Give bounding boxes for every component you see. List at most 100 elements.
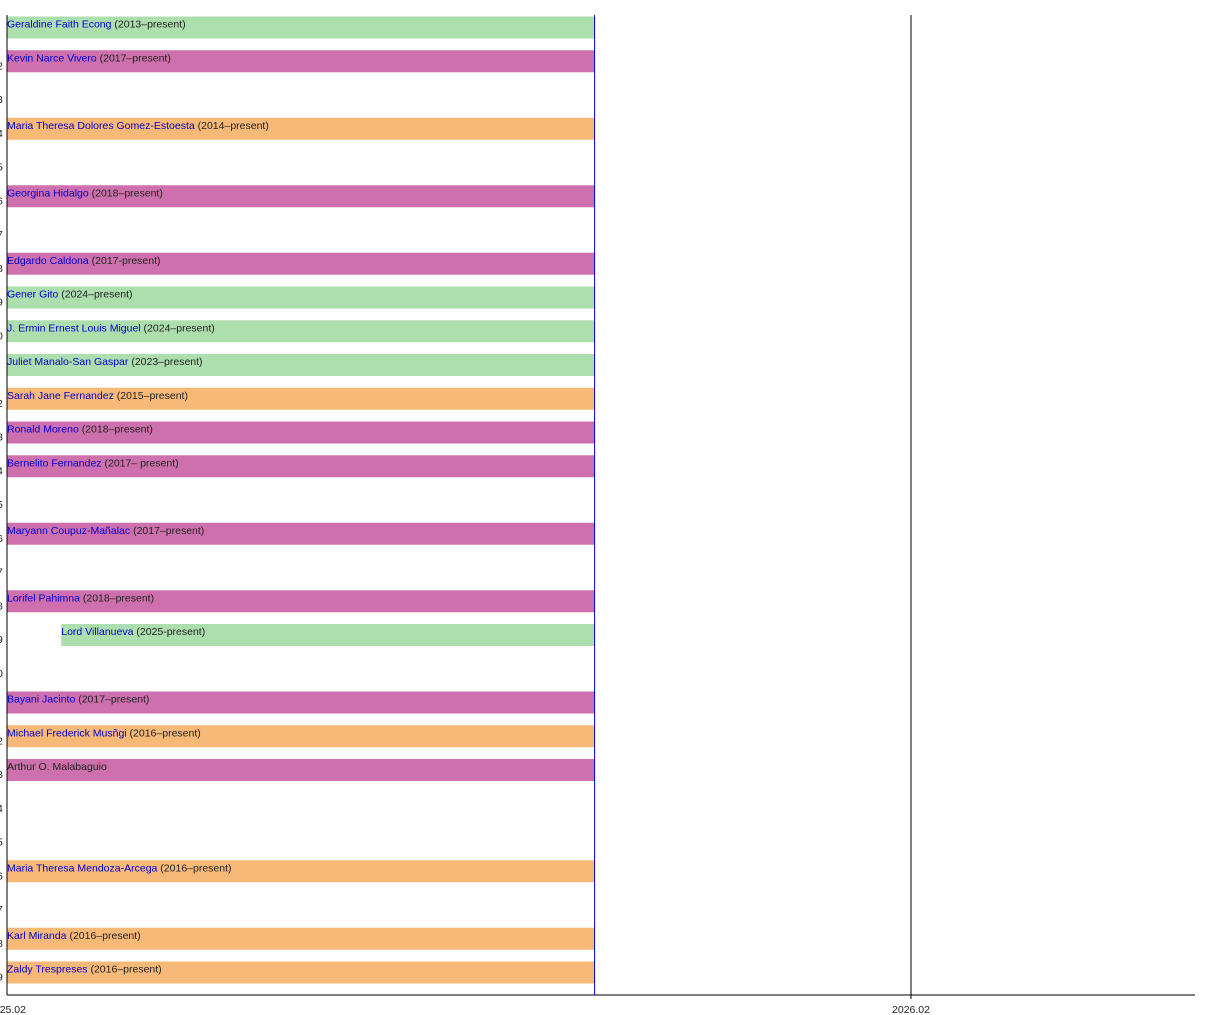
row-label: 6 xyxy=(0,195,3,207)
row-label: 4 xyxy=(0,128,3,140)
bar-label: Ronald Moreno (2018–present) xyxy=(7,424,153,436)
name-link[interactable]: Gener Gito xyxy=(7,289,59,301)
bar-13 xyxy=(7,421,595,444)
term-text: (2018–present) xyxy=(80,592,154,604)
bar-4 xyxy=(7,117,595,140)
row-label: 8 xyxy=(0,600,3,612)
term-text: (2015–present) xyxy=(114,390,188,402)
name-text: Arthur O. Malabaguio xyxy=(7,761,107,773)
name-link[interactable]: Ronald Moreno xyxy=(7,424,79,436)
name-link[interactable]: Bayani Jacinto xyxy=(7,694,75,706)
row-label: 3 xyxy=(0,769,3,781)
bar-label: Gener Gito (2024–present) xyxy=(7,289,133,301)
bar-2 xyxy=(7,50,595,73)
bar-label: Michael Frederick Musñgi (2016–present) xyxy=(7,727,201,739)
row-label: 9 xyxy=(0,634,3,646)
term-text: (2024–present) xyxy=(141,322,215,334)
row-label: 9 xyxy=(0,297,3,309)
term-text: (2014–present) xyxy=(195,120,269,132)
row-label: 2 xyxy=(0,398,3,410)
row-label: 3 xyxy=(0,94,3,106)
name-link[interactable]: Maryann Coupuz-Mañalac xyxy=(7,525,130,537)
name-link[interactable]: Georgina Hidalgo xyxy=(7,187,89,199)
bar-9 xyxy=(7,286,595,309)
name-link[interactable]: Karl Miranda xyxy=(7,930,67,942)
name-link[interactable]: Michael Frederick Musñgi xyxy=(7,727,127,739)
x-tick-label: 2026.02 xyxy=(892,1004,930,1015)
bar-label: Lord Villanueva (2025-present) xyxy=(61,626,205,638)
name-link[interactable]: Lorifel Pahimna xyxy=(7,592,80,604)
row-label: 4 xyxy=(0,465,3,477)
bar-label: Edgardo Caldona (2017-present) xyxy=(7,255,161,267)
bar-label: Kevin Narce Vivero (2017–present) xyxy=(7,52,171,64)
name-link[interactable]: J. Ermin Ernest Louis Miguel xyxy=(7,322,141,334)
bar-1 xyxy=(7,16,595,39)
term-text: (2017– present) xyxy=(102,457,179,469)
bar-label: Bernelito Fernandez (2017– present) xyxy=(7,457,179,469)
bar-12 xyxy=(7,387,595,410)
bar-19 xyxy=(61,624,595,646)
row-label: 0 xyxy=(0,668,3,680)
name-link[interactable]: Maria Theresa Mendoza-Arcega xyxy=(7,862,158,874)
bar-label: Geraldine Faith Econg (2013–present) xyxy=(7,19,186,31)
row-label: 6 xyxy=(0,870,3,882)
row-label: 9 xyxy=(0,972,3,984)
row-label: 0 xyxy=(0,330,3,342)
bar-21 xyxy=(7,691,595,714)
row-label: 7 xyxy=(0,229,3,241)
bar-label: J. Ermin Ernest Louis Miguel (2024–prese… xyxy=(7,322,215,334)
bar-16 xyxy=(7,522,595,545)
row-label: 7 xyxy=(0,904,3,916)
row-label: 5 xyxy=(0,162,3,174)
bar-6 xyxy=(7,185,595,208)
term-text: (2023–present) xyxy=(128,356,202,368)
bar-23 xyxy=(7,759,595,781)
term-text: (2016–present) xyxy=(157,862,231,874)
bar-14 xyxy=(7,455,595,478)
term-text: (2018–present) xyxy=(89,187,163,199)
row-label: 6 xyxy=(0,533,3,545)
bar-label: Maria Theresa Mendoza-Arcega (2016–prese… xyxy=(7,862,232,874)
bar-label: Sarah Jane Fernandez (2015–present) xyxy=(7,390,188,402)
term-text: (2024–present) xyxy=(58,289,132,301)
name-link[interactable]: Sarah Jane Fernandez xyxy=(7,390,114,402)
row-label: 7 xyxy=(0,567,3,579)
term-text: (2017–present) xyxy=(97,52,171,64)
name-link[interactable]: Bernelito Fernandez xyxy=(7,457,102,469)
name-link[interactable]: Geraldine Faith Econg xyxy=(7,19,112,31)
bar-label: Maria Theresa Dolores Gomez-Estoesta (20… xyxy=(7,120,269,132)
term-text: (2018–present) xyxy=(79,424,153,436)
term-text: (2025-present) xyxy=(133,626,205,638)
name-link[interactable]: Lord Villanueva xyxy=(61,626,133,638)
bar-8 xyxy=(7,252,595,275)
row-label: 8 xyxy=(0,938,3,950)
name-link[interactable]: Edgardo Caldona xyxy=(7,255,89,267)
bar-28 xyxy=(7,927,595,950)
name-link[interactable]: Juliet Manalo-San Gaspar xyxy=(7,356,129,368)
row-label: 2 xyxy=(0,735,3,747)
bar-10 xyxy=(7,320,595,343)
name-link[interactable]: Zaldy Trespreses xyxy=(7,964,88,976)
name-link[interactable]: Kevin Narce Vivero xyxy=(7,52,97,64)
term-text: (2016–present) xyxy=(127,727,201,739)
row-label: 5 xyxy=(0,499,3,511)
x-tick-label: 2025.02 xyxy=(0,1004,26,1015)
bar-label: Georgina Hidalgo (2018–present) xyxy=(7,187,163,199)
name-link[interactable]: Maria Theresa Dolores Gomez-Estoesta xyxy=(7,120,195,132)
row-label: 2 xyxy=(0,60,3,72)
bar-label: Juliet Manalo-San Gaspar (2023–present) xyxy=(7,356,203,368)
bar-label: Lorifel Pahimna (2018–present) xyxy=(7,592,154,604)
term-text: (2013–present) xyxy=(111,19,185,31)
term-text: (2016–present) xyxy=(88,964,162,976)
row-label: 4 xyxy=(0,803,3,815)
term-text: (2017–present) xyxy=(75,694,149,706)
bar-26 xyxy=(7,860,595,883)
term-text: (2017-present) xyxy=(89,255,161,267)
bar-label: Zaldy Trespreses (2016–present) xyxy=(7,964,162,976)
bar-11 xyxy=(7,354,595,376)
bar-22 xyxy=(7,725,595,748)
bar-label: Karl Miranda (2016–present) xyxy=(7,930,141,942)
row-label: 8 xyxy=(0,263,3,275)
bar-label: Maryann Coupuz-Mañalac (2017–present) xyxy=(7,525,204,537)
